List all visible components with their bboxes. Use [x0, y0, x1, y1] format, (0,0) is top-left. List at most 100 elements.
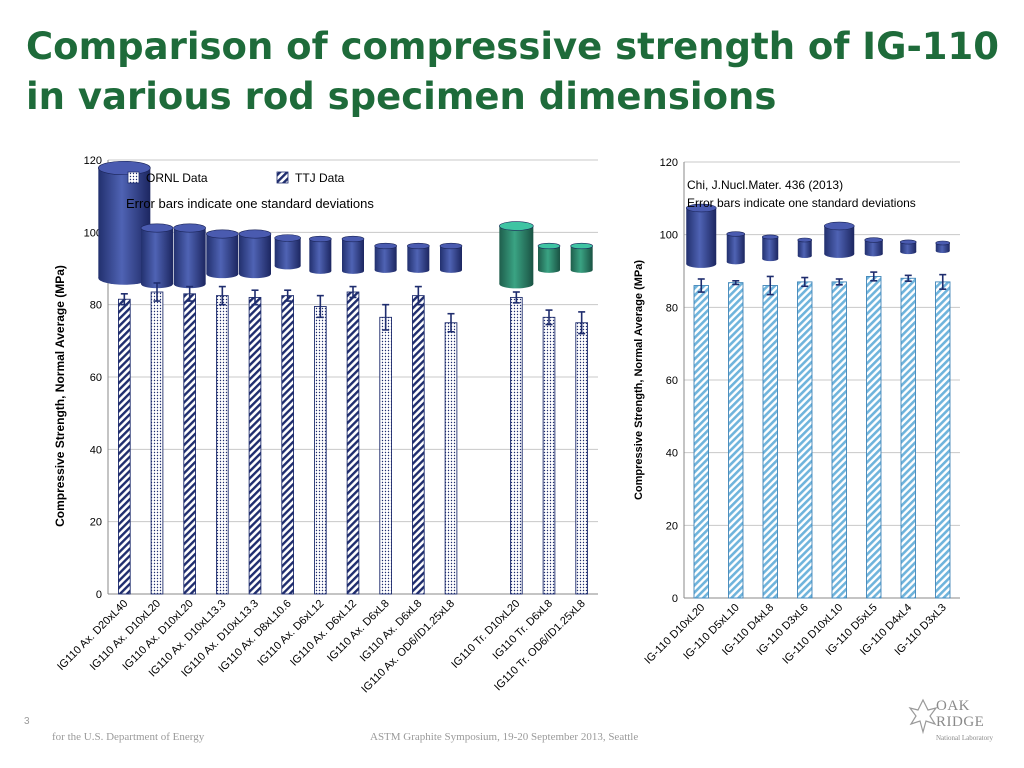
y-tick-label: 100 [84, 227, 102, 239]
footer-symposium: ASTM Graphite Symposium, 19-20 September… [370, 731, 639, 743]
specimen-cylinder-illustration [341, 235, 365, 274]
error-bar [349, 285, 357, 299]
error-bar [801, 276, 809, 288]
error-bar [697, 278, 705, 293]
left-error-note: Error bars indicate one standard deviati… [126, 196, 374, 211]
error-bar [766, 275, 774, 296]
ornl-logo: OAK RIDGE National Laboratory [908, 696, 1018, 752]
right-y-axis-label: Compressive Strength, Normal Average (MP… [633, 260, 645, 500]
error-bar [120, 293, 128, 306]
x-tick-label: IG-110 D10xL10 [780, 602, 845, 667]
error-bar [316, 294, 324, 319]
specimen-cylinder-illustration [570, 242, 593, 273]
bar [510, 296, 523, 595]
specimen-cylinder-illustration [238, 229, 272, 279]
y-tick-label: 100 [660, 230, 678, 242]
legend-ornl-label: ORNL Data [146, 171, 208, 185]
y-tick-label: 0 [672, 593, 678, 605]
bar [379, 316, 392, 595]
specimen-cylinder-illustration [823, 221, 855, 258]
specimen-cylinder-illustration [140, 223, 174, 289]
bar [248, 296, 262, 595]
specimen-cylinder-illustration [935, 240, 951, 253]
bar [575, 322, 588, 595]
error-bar [512, 291, 520, 304]
bar [831, 281, 847, 599]
specimen-cylinder-illustration [206, 229, 239, 279]
error-bar [939, 273, 947, 290]
error-bar [447, 312, 455, 333]
bar [935, 281, 951, 599]
specimen-cylinder-illustration [685, 203, 717, 268]
error-bar [835, 278, 843, 286]
specimen-cylinder-illustration [499, 221, 534, 289]
x-tick-label: IG110 Tr. D6xL8 [491, 598, 556, 663]
slide-title: Comparison of compressive strength of IG… [26, 25, 1000, 118]
slide-number: 3 [24, 716, 30, 727]
specimen-cylinder-illustration [726, 231, 746, 265]
y-tick-label: 0 [96, 589, 102, 601]
error-bar [904, 274, 912, 282]
specimen-cylinder-illustration [407, 242, 430, 273]
bar [797, 281, 813, 599]
bar [412, 295, 425, 595]
error-bar [186, 285, 194, 302]
error-bar [218, 285, 226, 306]
specimen-cylinder-illustration [374, 242, 397, 273]
bar [728, 282, 744, 599]
bar [762, 285, 778, 599]
error-bar [870, 271, 878, 282]
bar [866, 275, 882, 599]
error-bar [284, 289, 292, 302]
y-tick-label: 80 [90, 300, 102, 312]
y-tick-label: 40 [666, 448, 678, 460]
specimen-cylinder-illustration [173, 223, 206, 289]
error-bar [578, 311, 586, 335]
specimen-cylinder-illustration [864, 237, 884, 257]
y-tick-label: 40 [90, 444, 102, 456]
y-tick-label: 80 [666, 302, 678, 314]
bar [314, 306, 327, 595]
x-tick-label: IG-110 D10xL20 [642, 602, 707, 667]
error-bar [732, 280, 740, 286]
specimen-cylinder-illustration [797, 237, 813, 258]
bar [900, 277, 916, 599]
right-error-note: Error bars indicate one standard deviati… [687, 196, 916, 210]
error-bar [545, 309, 553, 326]
specimen-cylinder-illustration [537, 242, 561, 273]
error-bar [251, 289, 259, 306]
y-tick-label: 120 [660, 157, 678, 169]
logo-national-lab: National Laboratory [936, 734, 993, 742]
left-legend: ORNL Data TTJ Data [127, 171, 345, 185]
y-tick-label: 60 [90, 372, 102, 384]
bar [693, 285, 709, 599]
error-bar [382, 303, 390, 331]
bar [150, 291, 164, 595]
left-y-axis-label: Compressive Strength, Normal Average (MP… [53, 265, 67, 527]
logo-ridge: RIDGE [936, 714, 985, 730]
logo-oak: OAK [936, 698, 970, 714]
y-tick-label: 120 [84, 155, 102, 167]
y-tick-label: 20 [666, 520, 678, 532]
right-citation: Chi, J.Nucl.Mater. 436 (2013) [687, 178, 843, 192]
bar [542, 316, 556, 595]
error-bar [414, 285, 422, 306]
leaf-icon [908, 698, 938, 735]
error-bar [153, 282, 161, 302]
specimen-cylinder-illustration [309, 235, 332, 274]
specimen-cylinder-illustration [899, 239, 917, 255]
bar [346, 291, 360, 595]
bar [183, 293, 196, 595]
specimen-cylinder-illustration [761, 234, 779, 262]
specimen-cylinder-illustration [274, 234, 301, 270]
y-tick-label: 20 [90, 517, 102, 529]
specimen-cylinder-illustration [439, 242, 463, 273]
bar [444, 322, 458, 595]
bar [281, 295, 294, 595]
bar [216, 295, 229, 595]
footer-department: for the U.S. Department of Energy [52, 731, 205, 743]
bar [118, 298, 131, 595]
y-tick-label: 60 [666, 375, 678, 387]
